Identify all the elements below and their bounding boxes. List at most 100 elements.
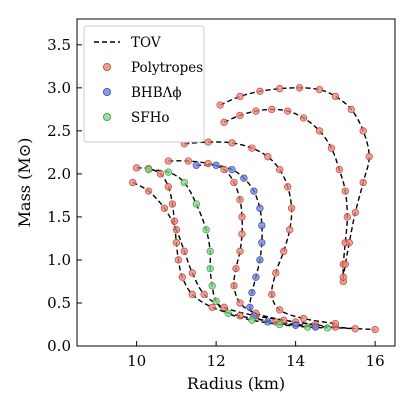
tov-curve bbox=[136, 167, 356, 330]
data-point-sfho bbox=[164, 168, 173, 176]
data-points bbox=[129, 84, 379, 334]
data-point-polytropes bbox=[299, 114, 308, 122]
data-point-polytropes bbox=[238, 213, 246, 221]
data-point-sfho bbox=[192, 200, 200, 208]
data-point-polytropes bbox=[204, 159, 212, 168]
data-point-bhb bbox=[264, 318, 272, 326]
data-point-polytropes bbox=[170, 217, 179, 225]
data-point-bhb bbox=[252, 273, 260, 281]
data-point-polytropes bbox=[315, 85, 324, 94]
data-point-polytropes bbox=[156, 170, 165, 178]
data-point-polytropes bbox=[230, 178, 238, 187]
data-point-polytropes bbox=[204, 138, 212, 146]
data-point-sfho bbox=[144, 165, 153, 174]
tov-curve bbox=[132, 181, 376, 331]
data-point-polytropes bbox=[268, 105, 276, 114]
data-point-polytropes bbox=[172, 226, 181, 234]
data-point-polytropes bbox=[236, 196, 244, 204]
data-point-polytropes bbox=[351, 325, 359, 333]
data-point-bhb bbox=[192, 161, 200, 169]
y-tick-label: 0.0 bbox=[47, 337, 71, 355]
x-tick-label: 14 bbox=[286, 352, 305, 370]
data-point-polytropes bbox=[327, 144, 336, 152]
data-point-bhb bbox=[248, 288, 256, 297]
data-point-sfho bbox=[208, 282, 216, 290]
data-point-polytropes bbox=[132, 164, 141, 172]
data-point-sfho bbox=[224, 309, 232, 317]
data-point-polytropes bbox=[339, 273, 347, 281]
data-point-sfho bbox=[212, 297, 220, 305]
legend-box bbox=[83, 25, 205, 143]
y-tick-label: 3.5 bbox=[47, 36, 71, 54]
y-tick-label: 2.0 bbox=[47, 165, 71, 183]
data-point-polytropes bbox=[129, 178, 137, 187]
data-point-polytropes bbox=[284, 183, 292, 191]
data-point-sfho bbox=[248, 316, 256, 324]
legend-label-bhb: BHBΛϕ bbox=[131, 85, 182, 101]
x-tick-label: 16 bbox=[366, 352, 385, 370]
data-point-sfho bbox=[206, 247, 214, 255]
data-point-polytropes bbox=[351, 208, 359, 217]
data-point-polytropes bbox=[276, 306, 284, 314]
y-axis-label: Mass (M⊙) bbox=[15, 138, 34, 228]
data-point-polytropes bbox=[264, 153, 272, 161]
data-point-sfho bbox=[276, 320, 284, 329]
data-point-polytropes bbox=[236, 111, 244, 120]
data-point-polytropes bbox=[341, 260, 349, 268]
data-point-sfho bbox=[180, 178, 188, 187]
data-point-bhb bbox=[258, 239, 266, 247]
data-point-polytropes bbox=[228, 139, 236, 147]
data-point-polytropes bbox=[236, 247, 244, 255]
data-point-polytropes bbox=[359, 127, 367, 135]
data-point-polytropes bbox=[276, 165, 284, 174]
plot-frame bbox=[76, 18, 396, 347]
tov-curve bbox=[223, 108, 349, 282]
data-point-polytropes bbox=[286, 226, 294, 234]
legend: TOV Polytropes BHBΛϕ SFHo bbox=[83, 25, 205, 143]
data-point-polytropes bbox=[236, 92, 244, 101]
data-point-polytropes bbox=[220, 303, 228, 311]
data-point-bhb bbox=[212, 161, 220, 169]
data-point-polytropes bbox=[236, 312, 244, 320]
data-point-sfho bbox=[323, 324, 332, 332]
data-point-bhb bbox=[311, 323, 320, 331]
data-point-polytropes bbox=[359, 178, 367, 187]
tov-curve bbox=[196, 164, 316, 328]
data-point-polytropes bbox=[315, 127, 324, 135]
data-point-polytropes bbox=[208, 303, 216, 311]
data-point-polytropes bbox=[188, 269, 196, 277]
data-point-polytropes bbox=[299, 314, 308, 323]
data-point-polytropes bbox=[220, 165, 228, 174]
legend-label-tov: TOV bbox=[131, 35, 161, 51]
data-point-polytropes bbox=[343, 213, 351, 221]
data-point-polytropes bbox=[236, 299, 244, 307]
x-axis-label: Radius (km) bbox=[187, 374, 285, 393]
y-tick-label: 0.5 bbox=[47, 294, 71, 312]
data-point-polytropes bbox=[174, 256, 183, 264]
data-point-polytropes bbox=[287, 204, 296, 212]
data-point-polytropes bbox=[230, 282, 238, 290]
legend-label-sfho: SFHo bbox=[131, 110, 170, 126]
data-point-polytropes bbox=[284, 107, 292, 115]
y-tick-label: 3.0 bbox=[47, 79, 71, 97]
data-point-polytropes bbox=[268, 290, 276, 299]
data-point-polytropes bbox=[280, 247, 288, 255]
data-point-polytropes bbox=[216, 101, 224, 109]
data-point-bhb bbox=[258, 221, 266, 230]
data-point-polytropes bbox=[365, 153, 373, 161]
data-point-polytropes bbox=[180, 247, 188, 255]
data-point-polytropes bbox=[252, 107, 260, 115]
x-tick-label: 10 bbox=[127, 352, 146, 370]
data-point-polytropes bbox=[144, 187, 153, 195]
data-point-bhb bbox=[228, 165, 236, 174]
data-point-polytropes bbox=[232, 264, 240, 273]
legend-sfho-marker bbox=[103, 113, 112, 122]
legend-label-polytropes: Polytropes bbox=[131, 60, 203, 76]
data-point-polytropes bbox=[335, 165, 343, 174]
data-point-sfho bbox=[202, 226, 210, 234]
data-point-sfho bbox=[206, 264, 214, 273]
data-point-polytropes bbox=[238, 230, 246, 238]
legend-polytropes-marker bbox=[103, 63, 112, 72]
x-tick-label: 12 bbox=[207, 352, 226, 370]
